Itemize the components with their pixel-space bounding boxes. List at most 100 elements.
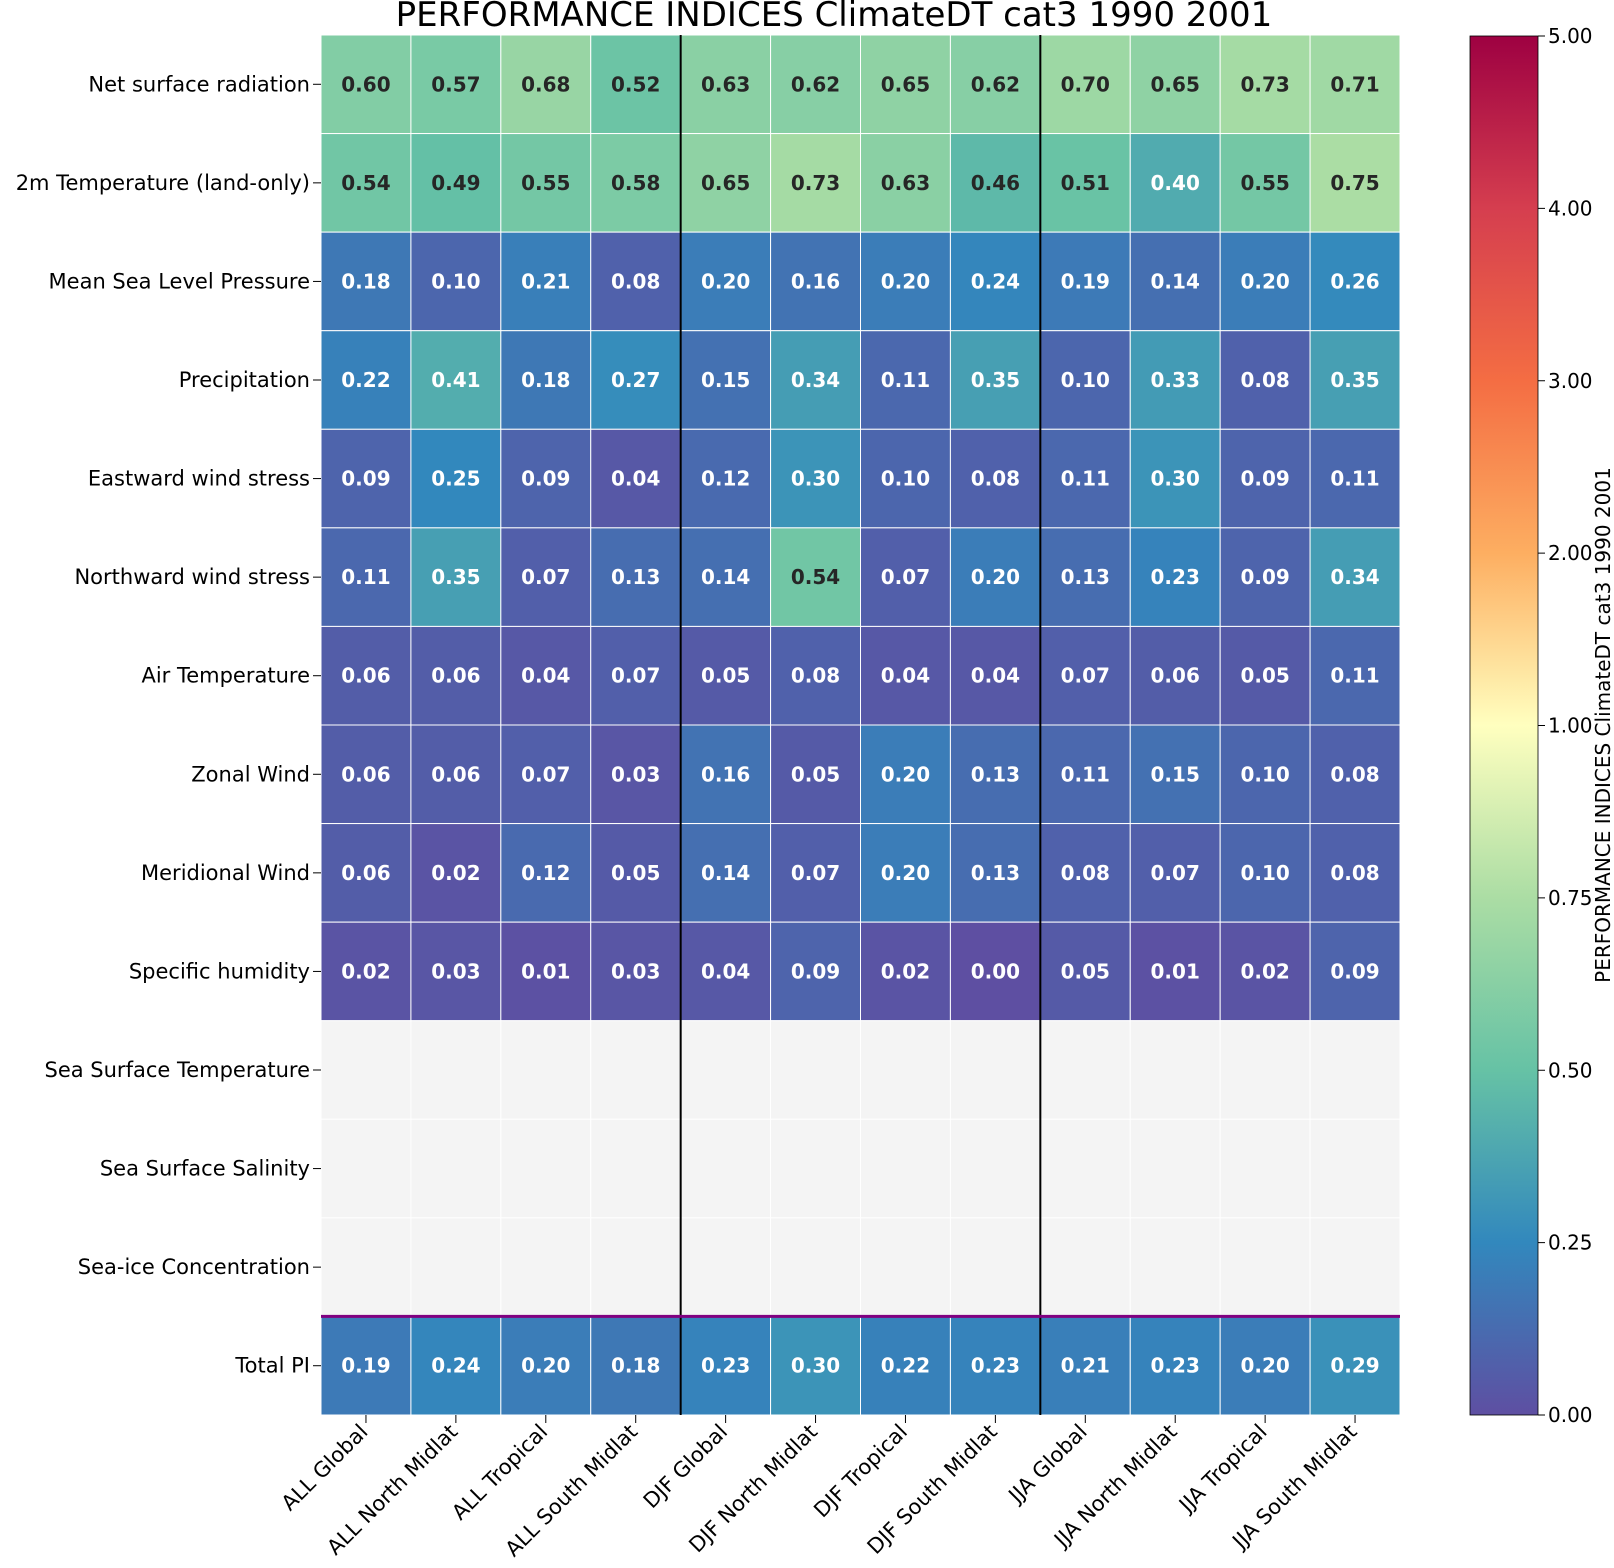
heatmap-cell — [500, 1118, 592, 1219]
row-label: Eastward wind stress — [88, 467, 310, 491]
chart-title: PERFORMANCE INDICES ClimateDT cat3 1990 … — [396, 0, 1273, 35]
row-label: Sea Surface Temperature — [45, 1058, 311, 1082]
heatmap-cell — [500, 133, 592, 233]
row-label: Sea-ice Concentration — [78, 1255, 310, 1279]
heatmap-cell — [680, 1020, 772, 1120]
heatmap-cell — [1219, 921, 1311, 1022]
cell-value-label: 0.22 — [881, 1354, 930, 1378]
cell-value-label: 0.07 — [521, 565, 570, 589]
heatmap-cell — [1039, 133, 1131, 233]
heatmap-cell — [500, 724, 592, 825]
cell-value-label: 0.01 — [521, 959, 570, 983]
column-label: JJA Global — [1003, 1420, 1092, 1509]
cell-value-label: 0.20 — [701, 269, 750, 293]
row-label: Specific humidity — [129, 959, 310, 983]
cell-value-label: 0.57 — [431, 72, 480, 96]
colorbar-tick-label: 4.00 — [1548, 196, 1593, 220]
cell-value-label: 0.24 — [971, 269, 1020, 293]
heatmap-cell — [500, 823, 592, 923]
heatmap-cell — [949, 823, 1041, 923]
cell-value-label: 0.05 — [611, 861, 660, 885]
heatmap-cell — [770, 527, 861, 627]
heatmap-cell — [1309, 34, 1401, 135]
cell-value-label: 0.52 — [611, 72, 660, 96]
heatmap-cell — [949, 921, 1041, 1022]
cell-value-label: 0.15 — [701, 368, 750, 392]
cell-value-label: 0.21 — [1061, 1354, 1110, 1378]
cell-value-label: 0.30 — [791, 467, 840, 491]
colorbar: 0.00 0.25 0.50 0.75 1.00 2.00 3.00 4.00 5.00 PER… — [1469, 24, 1614, 1427]
heatmap-cell — [1219, 428, 1311, 529]
heatmap-cell — [949, 724, 1041, 825]
heatmap-cell — [1129, 724, 1221, 825]
row-label: Total PI — [234, 1354, 310, 1378]
row-label: Meridional Wind — [141, 861, 310, 885]
cell-value-label: 0.55 — [1240, 171, 1289, 195]
heatmap-cell — [590, 921, 682, 1022]
colorbar-tick-label: 0.00 — [1548, 1403, 1593, 1427]
heatmap-cell — [770, 133, 861, 233]
cell-value-label: 0.09 — [1330, 959, 1379, 983]
cell-value-label: 0.12 — [701, 467, 750, 491]
cell-value-label: 0.34 — [1330, 565, 1379, 589]
heatmap-cell — [1219, 1217, 1311, 1317]
cell-value-label: 0.06 — [341, 664, 390, 688]
cell-value-label: 0.11 — [1061, 467, 1110, 491]
cell-value-label: 0.65 — [1151, 72, 1200, 96]
row-label: Net surface radiation — [88, 72, 310, 96]
cell-value-label: 0.23 — [971, 1354, 1020, 1378]
heatmap-cell — [590, 625, 682, 726]
heatmap-cell — [860, 428, 951, 529]
cell-value-label: 0.41 — [431, 368, 480, 392]
cell-value-label: 0.16 — [701, 762, 750, 786]
cell-value-label: 0.06 — [1151, 664, 1200, 688]
heatmap-cell — [410, 1020, 502, 1120]
heatmap-cell — [1309, 1020, 1401, 1120]
heatmap-cell — [1129, 133, 1221, 233]
cell-value-label: 0.00 — [971, 959, 1020, 983]
cell-value-label: 0.71 — [1330, 72, 1379, 96]
colorbar-tick-label: 3.00 — [1548, 369, 1593, 393]
heatmap-cell — [860, 823, 951, 923]
cell-value-label: 0.13 — [611, 565, 660, 589]
heatmap-cell — [949, 527, 1041, 627]
cell-value-label: 0.10 — [1240, 762, 1289, 786]
heatmap-cell — [770, 1118, 861, 1219]
heatmap-cell — [1129, 921, 1221, 1022]
colorbar-gradient — [1469, 35, 1539, 1416]
colorbar-ticks: 0.00 0.25 0.50 0.75 1.00 2.00 3.00 4.00 5.00 — [1538, 24, 1593, 1427]
cell-value-label: 0.08 — [1240, 368, 1289, 392]
heatmap-cell — [770, 1020, 861, 1120]
heatmap-cell — [680, 625, 772, 726]
cell-value-label: 0.30 — [791, 1354, 840, 1378]
cell-value-label: 0.07 — [1151, 861, 1200, 885]
heatmap-cell — [770, 625, 861, 726]
heatmap-cell — [860, 625, 951, 726]
heatmap-cell — [320, 1118, 412, 1219]
cell-value-label: 0.07 — [881, 565, 930, 589]
cell-value-label: 0.04 — [521, 664, 570, 688]
heatmap-cell — [1129, 1020, 1221, 1120]
cell-value-label: 0.04 — [701, 959, 750, 983]
heatmap-cell — [1039, 823, 1131, 923]
heatmap-cell — [1309, 921, 1401, 1022]
cell-value-label: 0.09 — [791, 959, 840, 983]
heatmap-cell — [410, 428, 502, 529]
heatmap-cell — [320, 823, 412, 923]
heatmap-cell — [410, 133, 502, 233]
cell-value-label: 0.09 — [341, 467, 390, 491]
cell-value-label: 0.46 — [971, 171, 1020, 195]
heatmap-cell — [680, 34, 772, 135]
heatmap-cell — [1219, 231, 1311, 332]
heatmap-cell — [1039, 1118, 1131, 1219]
heatmap-cell — [410, 330, 502, 430]
cell-value-label: 0.21 — [521, 269, 570, 293]
cell-value-label: 0.07 — [611, 664, 660, 688]
cell-value-label: 0.19 — [341, 1354, 390, 1378]
row-label: 2m Temperature (land-only) — [16, 171, 310, 195]
heatmap-cell — [590, 1217, 682, 1317]
heatmap-cell — [770, 330, 861, 430]
colorbar-label: PERFORMANCE INDICES ClimateDT cat3 1990 … — [1591, 467, 1614, 983]
heatmap-cell — [1219, 330, 1311, 430]
